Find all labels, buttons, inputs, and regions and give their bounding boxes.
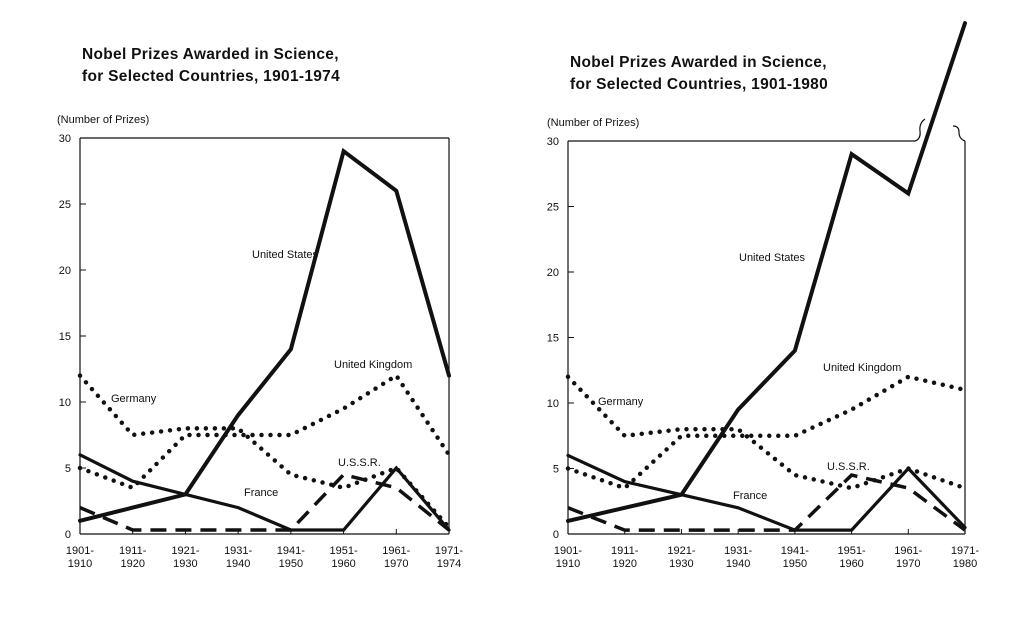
x-tick-label-line: 1971- bbox=[951, 545, 979, 557]
x-tick-label-line: 1950 bbox=[279, 558, 303, 570]
y-tick-label: 25 bbox=[547, 202, 559, 214]
x-tick-label: 1921-1930 bbox=[667, 545, 695, 570]
axis-break-mark bbox=[952, 125, 966, 142]
y-tick-label: 30 bbox=[547, 136, 559, 148]
y-axis-unit-label: (Number of Prizes) bbox=[57, 114, 150, 126]
x-tick-label-line: 1930 bbox=[669, 558, 693, 570]
series-label-united-states: United States bbox=[252, 249, 319, 261]
series-label-france: France bbox=[733, 490, 767, 502]
x-tick-label-line: 1960 bbox=[331, 558, 355, 570]
x-tick-label-line: 1961- bbox=[382, 545, 410, 557]
y-tick-label: 5 bbox=[65, 463, 71, 475]
chart-title-line1: Nobel Prizes Awarded in Science, bbox=[570, 54, 827, 71]
x-tick-label-line: 1941- bbox=[277, 545, 305, 557]
x-tick-label: 1951-1960 bbox=[838, 545, 866, 570]
x-tick-label-line: 1920 bbox=[612, 558, 636, 570]
y-tick-label: 20 bbox=[547, 267, 559, 279]
x-tick-label: 1901-1910 bbox=[66, 545, 94, 570]
x-tick-label-line: 1921- bbox=[171, 545, 199, 557]
chart-right: Nobel Prizes Awarded in Science, for Sel… bbox=[500, 0, 1015, 617]
x-tick-label-line: 1930 bbox=[173, 558, 197, 570]
x-tick-label-line: 1961- bbox=[894, 545, 922, 557]
series-label-united-states: United States bbox=[739, 252, 806, 264]
series-label-united-kingdom: United Kingdom bbox=[334, 359, 412, 371]
series-line-u-s-s-r bbox=[79, 472, 451, 532]
x-tick-label-line: 1980 bbox=[953, 558, 977, 570]
x-tick-label: 1911-1920 bbox=[119, 545, 147, 570]
y-tick-label: 10 bbox=[547, 398, 559, 410]
series-line-united-states bbox=[566, 21, 967, 523]
x-tick-label-line: 1974 bbox=[437, 558, 461, 570]
x-tick-label: 1931-1940 bbox=[224, 545, 252, 570]
y-tick-label: 20 bbox=[59, 265, 71, 277]
x-tick-label-line: 1970 bbox=[896, 558, 920, 570]
series-line-france bbox=[566, 453, 967, 532]
x-tick-label-line: 1951- bbox=[330, 545, 358, 557]
x-tick-label-line: 1971- bbox=[435, 545, 463, 557]
series-label-united-kingdom: United Kingdom bbox=[823, 362, 901, 374]
x-tick-label: 1971-1980 bbox=[951, 545, 979, 570]
plot-area: 0510152025301901-19101911-19201921-19301… bbox=[59, 133, 464, 570]
x-tick-label: 1911-1920 bbox=[611, 545, 639, 570]
series-label-germany: Germany bbox=[598, 396, 644, 408]
series-label-u-s-s-r: U.S.S.R. bbox=[338, 457, 381, 469]
x-tick-label-line: 1940 bbox=[726, 558, 750, 570]
chart-left: Nobel Prizes Awarded in Science, for Sel… bbox=[0, 0, 500, 617]
series-line-united-kingdom bbox=[565, 374, 968, 491]
x-tick-label-line: 1911- bbox=[611, 545, 639, 557]
x-tick-label-line: 1931- bbox=[224, 545, 252, 557]
y-tick-label: 0 bbox=[65, 529, 71, 541]
chart-title-line2: for Selected Countries, 1901-1974 bbox=[82, 68, 341, 85]
x-tick-label: 1901-1910 bbox=[554, 545, 582, 570]
axis-break-mark bbox=[914, 118, 926, 142]
y-axis-unit-label: (Number of Prizes) bbox=[547, 117, 640, 129]
y-tick-label: 10 bbox=[59, 397, 71, 409]
x-tick-label-line: 1911- bbox=[119, 545, 147, 557]
x-tick-label-line: 1901- bbox=[66, 545, 94, 557]
x-tick-label: 1951-1960 bbox=[330, 545, 358, 570]
series-line-united-states bbox=[78, 147, 451, 523]
series-label-germany: Germany bbox=[111, 393, 157, 405]
x-tick-label-line: 1970 bbox=[384, 558, 408, 570]
x-tick-label: 1961-1970 bbox=[382, 545, 410, 570]
x-tick-label: 1931-1940 bbox=[724, 545, 752, 570]
x-tick-label-line: 1910 bbox=[68, 558, 92, 570]
x-tick-label-line: 1931- bbox=[724, 545, 752, 557]
x-tick-label-line: 1960 bbox=[839, 558, 863, 570]
x-tick-label-line: 1950 bbox=[783, 558, 807, 570]
x-tick-label-line: 1940 bbox=[226, 558, 250, 570]
x-tick-label-line: 1910 bbox=[556, 558, 580, 570]
series-line-u-s-s-r bbox=[567, 473, 967, 532]
x-tick-label-line: 1920 bbox=[120, 558, 144, 570]
x-tick-label-line: 1941- bbox=[781, 545, 809, 557]
series-line-germany bbox=[565, 374, 968, 491]
x-tick-label-line: 1921- bbox=[667, 545, 695, 557]
chart-title: Nobel Prizes Awarded in Science, for Sel… bbox=[570, 52, 828, 96]
series-line-france bbox=[78, 453, 451, 532]
axis-frame bbox=[79, 137, 450, 535]
chart-title-line1: Nobel Prizes Awarded in Science, bbox=[82, 46, 339, 63]
y-tick-label: 5 bbox=[553, 464, 559, 476]
y-tick-label: 15 bbox=[59, 331, 71, 343]
chart-title-line2: for Selected Countries, 1901-1980 bbox=[570, 76, 829, 93]
x-tick-label: 1941-1950 bbox=[781, 545, 809, 570]
y-tick-label: 15 bbox=[547, 333, 559, 345]
y-tick-label: 25 bbox=[59, 199, 71, 211]
plot-area: 0510152025301901-19101911-19201921-19301… bbox=[547, 21, 979, 570]
x-tick-label-line: 1901- bbox=[554, 545, 582, 557]
x-tick-label: 1961-1970 bbox=[894, 545, 922, 570]
series-line-germany bbox=[77, 373, 452, 530]
y-tick-label: 0 bbox=[553, 529, 559, 541]
x-tick-label: 1971-1974 bbox=[435, 545, 463, 570]
x-tick-label-line: 1951- bbox=[838, 545, 866, 557]
series-label-france: France bbox=[244, 487, 278, 499]
x-tick-label: 1921-1930 bbox=[171, 545, 199, 570]
series-label-u-s-s-r: U.S.S.R. bbox=[827, 461, 870, 473]
x-tick-label: 1941-1950 bbox=[277, 545, 305, 570]
chart-title: Nobel Prizes Awarded in Science, for Sel… bbox=[82, 44, 340, 88]
y-tick-label: 30 bbox=[59, 133, 71, 145]
